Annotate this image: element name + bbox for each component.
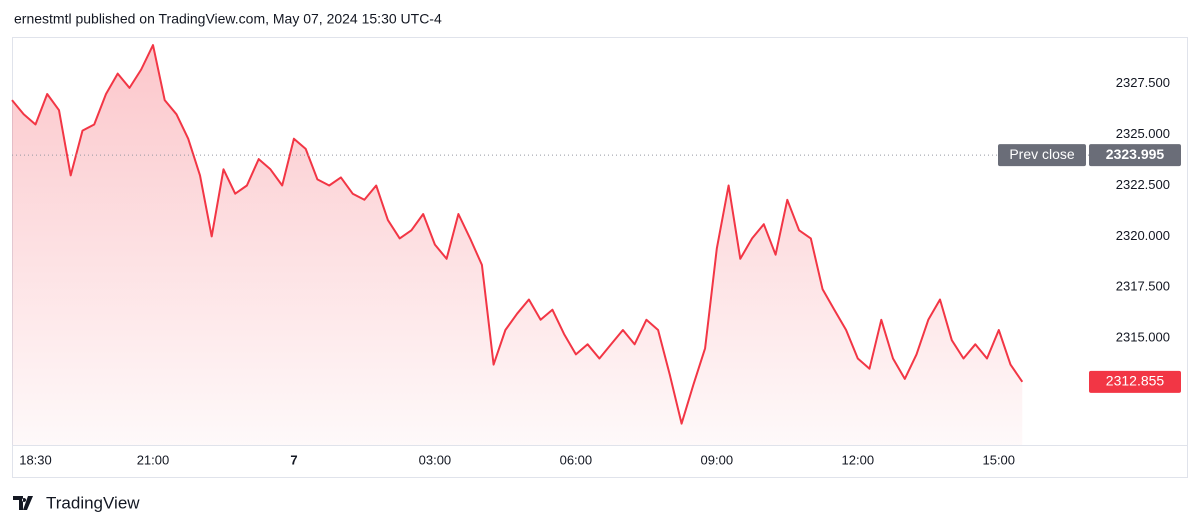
y-tick-label: 2322.500 [1116,177,1170,192]
footer-brand: TradingView [46,493,140,512]
x-tick-label: 03:00 [419,452,452,467]
last-price-bg [1089,370,1181,393]
price-line [11,44,1024,425]
prev-close-label: Prev close [1009,146,1075,162]
x-tick-label: 12:00 [842,452,875,467]
y-tick-label: 2317.500 [1116,279,1170,294]
footer-logo [13,496,33,510]
area-fill [12,45,1023,445]
prev-close-value: 2323.995 [1106,146,1165,162]
x-tick-label: 18:30 [19,452,52,467]
x-tick-label: 7 [290,452,297,467]
prev-close-value-bg [1089,144,1181,167]
last-price-label: 2312.855 [1106,373,1165,389]
x-tick-label: 09:00 [701,452,734,467]
x-tick-label: 21:00 [137,452,170,467]
y-tick-label: 2315.000 [1116,330,1170,345]
x-tick-label: 15:00 [982,452,1015,467]
x-tick-label: 06:00 [560,452,593,467]
prev-close-label-bg [998,144,1086,167]
y-tick-label: 2320.000 [1116,228,1170,243]
y-tick-label: 2325.000 [1116,126,1170,141]
header-title: ernestmtl published on TradingView.com, … [14,11,442,27]
plot: 2312.5002315.0002317.5002320.0002322.500… [11,44,1181,467]
y-tick-label: 2327.500 [1116,75,1170,90]
